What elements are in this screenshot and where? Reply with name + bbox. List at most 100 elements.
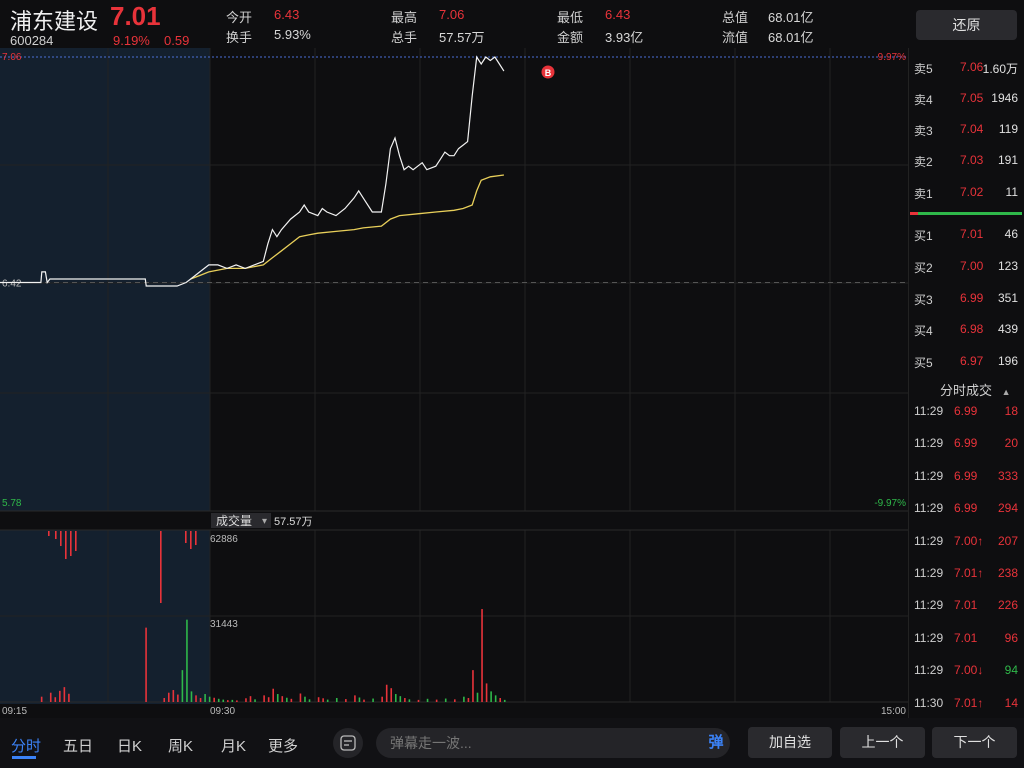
volume-bar <box>213 697 215 702</box>
danmu-toggle-button[interactable] <box>333 728 363 758</box>
volume-bar <box>65 531 67 559</box>
tick-row: 11:29 7.01 96 <box>910 631 1022 651</box>
stock-code: 600284 <box>10 33 54 48</box>
stock-price: 7.01 <box>110 1 161 31</box>
volume-bar <box>490 691 492 702</box>
volume-bar <box>299 693 302 702</box>
level-label: 买5 <box>914 356 933 370</box>
level-volume: 196 <box>997 354 1018 368</box>
stat-value: 68.01亿 <box>768 30 814 45</box>
tick-row: 11:29 7.00↑ 207 <box>910 534 1022 554</box>
tick-price: 7.01↑ <box>954 695 984 710</box>
volume-bar <box>208 696 211 702</box>
tick-price: 6.99 <box>954 436 978 451</box>
volume-label: 成交量 <box>216 513 252 528</box>
volume-bar <box>385 684 388 702</box>
level-label: 买4 <box>914 324 933 338</box>
buy-level-4[interactable]: 买4 6.98 439 <box>910 322 1022 342</box>
volume-bar <box>481 609 483 702</box>
sell-level-2[interactable]: 卖2 7.03 191 <box>910 153 1022 173</box>
sell-level-3[interactable]: 卖3 7.04 119 <box>910 122 1022 142</box>
volume-bar <box>281 696 284 702</box>
tick-volume: 238 <box>997 566 1018 580</box>
axis-top-pct: 9.97% <box>878 52 906 63</box>
axis-mid-price: 6.42 <box>2 279 22 290</box>
volume-bar <box>358 697 361 702</box>
tick-time: 11:29 <box>914 663 944 678</box>
buy-level-3[interactable]: 买3 6.99 351 <box>910 291 1022 311</box>
danmu-send-button[interactable]: 弹 <box>708 734 724 751</box>
tick-volume: 226 <box>997 598 1018 613</box>
volume-bar <box>55 531 57 539</box>
volume-bar <box>68 693 70 702</box>
level-volume: 123 <box>997 259 1018 273</box>
volume-bar <box>48 531 50 536</box>
volume-bar <box>181 670 184 702</box>
level-price: 7.06 <box>960 60 984 74</box>
tab-4[interactable]: 月K <box>221 738 247 755</box>
sell-level-5[interactable]: 卖5 7.06 1.60万 <box>910 60 1022 80</box>
prev-stock-button[interactable]: 上一个 <box>840 727 925 758</box>
volume-bar <box>163 698 166 702</box>
volume-bar <box>217 698 220 702</box>
level-volume: 11 <box>1005 185 1018 199</box>
buy-marker-label: B <box>545 68 552 78</box>
volume-bar <box>185 531 187 543</box>
level-label: 卖4 <box>914 93 933 107</box>
sell-level-1[interactable]: 卖1 7.02 11 <box>910 185 1022 205</box>
volume-bar <box>177 694 179 702</box>
volume-bar <box>326 699 329 702</box>
tab-1[interactable]: 五日 <box>63 738 94 755</box>
volume-bar <box>354 695 356 702</box>
level-price: 6.99 <box>960 291 984 305</box>
level-price: 6.98 <box>960 322 984 336</box>
sell-level-4[interactable]: 卖4 7.05 1946 <box>910 91 1022 111</box>
volume-bar <box>190 691 193 702</box>
volume-bar <box>195 531 197 545</box>
tab-3[interactable]: 周K <box>168 738 194 755</box>
buy-level-5[interactable]: 买5 6.97 196 <box>910 354 1022 374</box>
volume-tick-mid: 31443 <box>210 619 238 630</box>
volume-bar <box>59 690 61 702</box>
level-volume: 351 <box>997 291 1018 305</box>
volume-bar <box>276 694 279 702</box>
level-volume: 119 <box>998 122 1018 136</box>
tick-price: 7.00↑ <box>954 533 984 548</box>
tick-time: 11:29 <box>914 533 944 548</box>
volume-bar <box>254 699 256 702</box>
level-volume: 191 <box>997 153 1018 167</box>
volume-bar <box>408 699 411 702</box>
buy-marker-icon <box>541 65 555 79</box>
stat-label: 金额 <box>557 30 584 45</box>
add-watchlist-button[interactable]: 加自选 <box>748 727 832 758</box>
volume-bar <box>145 627 147 702</box>
tick-time: 11:29 <box>914 598 944 613</box>
buy-level-2[interactable]: 买2 7.00 123 <box>910 259 1022 279</box>
ticks-header-label: 分时成交 <box>940 383 993 398</box>
axis-bottom-pct: -9.97% <box>874 498 906 509</box>
tick-price: 6.99 <box>954 404 978 418</box>
stat-label: 今开 <box>226 10 253 25</box>
volume-bar <box>70 531 72 556</box>
danmu-input[interactable] <box>376 728 730 758</box>
tick-volume: 14 <box>1004 695 1018 710</box>
stat-label: 最低 <box>557 10 584 25</box>
ticks-header[interactable]: 分时成交 ▲ <box>940 380 1011 399</box>
volume-bar <box>485 683 488 702</box>
volume-total: 57.57万 <box>274 516 313 528</box>
tick-time: 11:29 <box>914 566 944 580</box>
volume-bar <box>290 698 293 702</box>
volume-bar <box>63 687 66 702</box>
tab-2[interactable]: 日K <box>117 738 143 755</box>
buy-level-1[interactable]: 买1 7.01 46 <box>910 227 1022 247</box>
tick-volume: 207 <box>997 533 1018 548</box>
volume-bar <box>231 699 234 702</box>
volume-bar <box>399 696 402 702</box>
tab-0[interactable]: 分时 <box>11 738 42 755</box>
stat-value: 57.57万 <box>439 30 485 45</box>
next-stock-button[interactable]: 下一个 <box>932 727 1017 758</box>
tick-volume: 94 <box>1004 663 1018 678</box>
tab-5[interactable]: 更多 <box>268 738 299 755</box>
tick-row: 11:29 7.00↓ 94 <box>910 663 1022 683</box>
restore-button[interactable]: 还原 <box>916 10 1017 40</box>
